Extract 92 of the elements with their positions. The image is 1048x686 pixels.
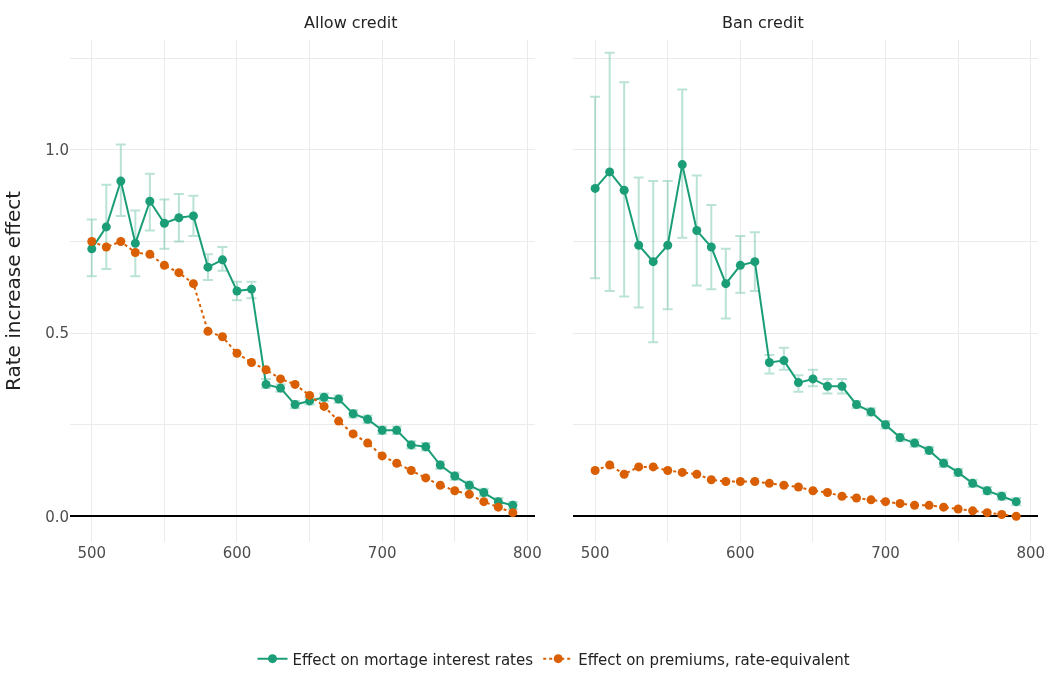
point	[648, 462, 658, 472]
point	[188, 279, 198, 289]
point	[116, 237, 126, 247]
point	[508, 508, 518, 518]
point	[174, 268, 184, 278]
point	[290, 379, 300, 389]
legend-label: Effect on mortage interest rates	[292, 650, 534, 669]
point	[706, 242, 716, 252]
point	[377, 451, 387, 461]
point	[493, 502, 503, 512]
point	[692, 469, 702, 479]
point	[203, 326, 213, 336]
point	[232, 348, 242, 358]
point	[764, 357, 774, 367]
x-tick-label: 800	[513, 544, 542, 562]
point	[247, 357, 256, 367]
point	[866, 495, 876, 505]
point	[910, 500, 920, 510]
chart-title: Allow credit	[304, 13, 398, 32]
point	[663, 466, 673, 476]
point	[406, 466, 416, 476]
point	[750, 257, 760, 267]
point	[968, 506, 978, 516]
point	[721, 477, 731, 487]
point	[692, 226, 702, 236]
point	[479, 497, 489, 507]
x-tick-label: 800	[1016, 544, 1046, 562]
point	[305, 390, 315, 400]
point	[779, 480, 789, 490]
point	[793, 482, 803, 492]
point	[793, 378, 803, 388]
point	[764, 478, 774, 488]
y-axis-title: Rate increase effect	[1, 190, 25, 392]
y-tick-label: 0.5	[45, 324, 69, 343]
point	[319, 401, 329, 411]
point	[953, 504, 963, 514]
point	[939, 502, 949, 512]
point	[735, 260, 745, 270]
point	[334, 416, 344, 426]
point	[881, 497, 891, 507]
chart-title: Ban credit	[722, 13, 804, 32]
point	[895, 499, 905, 509]
point	[997, 510, 1007, 520]
y-tick-label: 1.0	[45, 141, 69, 160]
point	[837, 491, 847, 501]
point	[590, 466, 600, 476]
point	[982, 508, 992, 518]
point	[721, 279, 731, 289]
point	[276, 374, 286, 384]
point	[261, 365, 271, 375]
point	[464, 489, 474, 499]
point	[450, 486, 460, 496]
x-tick-label: 700	[871, 544, 900, 562]
point	[735, 477, 745, 487]
point	[590, 183, 600, 193]
point	[217, 332, 227, 342]
point	[663, 240, 673, 250]
x-tick-label: 500	[580, 544, 610, 562]
point	[648, 257, 658, 267]
point	[808, 374, 818, 384]
point	[159, 260, 169, 270]
point	[706, 475, 716, 485]
point	[619, 185, 629, 195]
x-tick-label: 600	[726, 544, 755, 562]
point	[808, 486, 818, 496]
point	[677, 467, 687, 477]
point	[605, 460, 615, 470]
point	[392, 458, 402, 468]
x-tick-label: 700	[367, 544, 397, 562]
point	[1011, 511, 1021, 521]
point	[822, 488, 832, 498]
point	[634, 462, 644, 472]
x-tick-label: 600	[222, 544, 252, 562]
point	[779, 356, 789, 366]
legend-label: Effect on premiums, rate-equivalent	[578, 650, 850, 669]
point	[750, 477, 760, 487]
point	[130, 248, 140, 258]
point	[145, 249, 155, 259]
point	[634, 240, 644, 250]
y-tick-label: 0.0	[45, 507, 69, 526]
point	[101, 242, 111, 252]
point	[87, 237, 97, 247]
point	[677, 160, 687, 170]
point	[852, 493, 861, 503]
point	[363, 438, 373, 448]
point	[619, 469, 629, 479]
point	[924, 500, 934, 510]
point	[435, 480, 445, 490]
point	[421, 473, 431, 483]
point	[605, 167, 615, 177]
x-tick-label: 500	[77, 544, 107, 562]
point	[348, 429, 358, 439]
